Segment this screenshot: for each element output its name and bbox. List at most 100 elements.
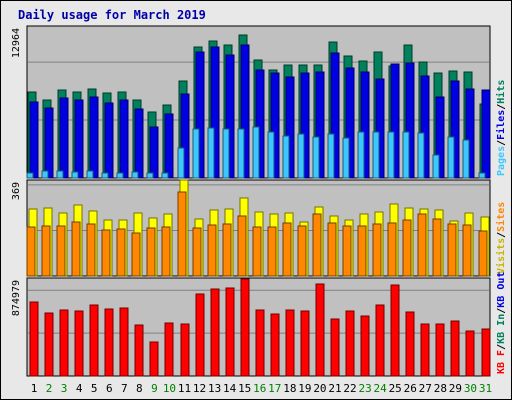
bar — [161, 172, 169, 179]
day-label: 31 — [479, 382, 492, 395]
bar — [312, 213, 322, 277]
bar — [119, 307, 129, 377]
bar — [89, 96, 99, 179]
bar — [330, 318, 340, 377]
bar — [357, 131, 365, 179]
bar — [300, 72, 310, 179]
bar — [267, 226, 277, 277]
bar — [101, 229, 111, 277]
bar — [465, 330, 475, 377]
bar — [327, 222, 337, 277]
bar — [74, 99, 84, 179]
bar — [59, 309, 69, 377]
day-label: 20 — [313, 382, 326, 395]
bar — [101, 172, 109, 179]
bar — [435, 323, 445, 377]
bar — [164, 322, 174, 377]
bar — [116, 172, 124, 179]
bar — [402, 219, 412, 277]
bar — [342, 137, 350, 179]
bar — [41, 225, 51, 277]
bar — [237, 215, 247, 277]
panel-legend: KB F/KB In/KB Out — [496, 272, 507, 374]
bar — [297, 133, 305, 179]
bar — [240, 278, 250, 377]
bar — [345, 310, 355, 377]
bar — [345, 67, 355, 179]
scale-label: 12964 — [11, 28, 22, 58]
bar — [119, 99, 129, 179]
bar — [225, 287, 235, 377]
scale-label: 874979 — [11, 280, 22, 316]
bar — [161, 226, 171, 277]
bar — [207, 224, 217, 277]
bar — [372, 223, 382, 277]
day-label: 1 — [31, 382, 38, 395]
legend-entry: Pages — [496, 146, 507, 176]
bar — [432, 218, 442, 277]
bar — [387, 222, 397, 277]
bar — [387, 131, 395, 179]
bar — [375, 304, 385, 377]
bar — [222, 128, 230, 179]
bar — [450, 320, 460, 377]
bar — [481, 89, 491, 179]
bar — [210, 288, 220, 377]
panel-visits-sites: 369 Visits/Sites — [11, 179, 507, 277]
bar — [327, 133, 335, 179]
bar — [44, 107, 54, 179]
panel-kbf-kbin-kbout: 874979 KB F/KB In/KB Out — [11, 272, 507, 377]
day-label: 6 — [106, 382, 113, 395]
day-label: 4 — [76, 382, 83, 395]
bar — [104, 102, 114, 179]
bar — [86, 170, 94, 179]
day-label: 11 — [178, 382, 191, 395]
bar — [192, 227, 202, 277]
bar — [462, 139, 470, 179]
bar — [207, 127, 215, 179]
day-label: 2 — [46, 382, 53, 395]
bar — [315, 71, 325, 179]
day-label: 29 — [449, 382, 462, 395]
bar — [315, 283, 325, 377]
bar — [282, 135, 290, 179]
legend-separator: / — [496, 232, 507, 238]
legend-entry: Visits — [495, 238, 507, 274]
bar — [375, 78, 385, 179]
panel-legend: Visits/Sites — [495, 202, 507, 274]
bar — [180, 323, 190, 377]
bar — [297, 225, 307, 277]
bar — [41, 170, 49, 179]
bar — [134, 324, 144, 377]
bar — [420, 75, 430, 179]
bar — [195, 293, 205, 377]
bar — [146, 227, 156, 277]
bar — [462, 224, 472, 277]
day-label: 24 — [374, 382, 388, 395]
bar — [417, 132, 425, 179]
bar — [146, 172, 154, 179]
bar — [390, 284, 400, 377]
bar — [390, 63, 400, 179]
bar — [225, 54, 235, 179]
day-label: 22 — [343, 382, 356, 395]
bar — [300, 310, 310, 377]
series-pages — [26, 126, 486, 179]
bar — [481, 328, 491, 377]
bar — [56, 170, 64, 179]
bar — [192, 128, 200, 179]
bar — [71, 221, 81, 277]
bar — [116, 228, 126, 277]
bar — [177, 147, 185, 179]
day-label: 8 — [136, 382, 143, 395]
bar — [357, 225, 367, 277]
bar — [255, 309, 265, 377]
legend-entry: Sites — [495, 202, 507, 232]
bar — [285, 309, 295, 377]
bar — [447, 136, 455, 179]
bar — [478, 230, 488, 277]
bar — [402, 131, 410, 179]
day-label: 5 — [91, 382, 98, 395]
day-label: 18 — [283, 382, 296, 395]
